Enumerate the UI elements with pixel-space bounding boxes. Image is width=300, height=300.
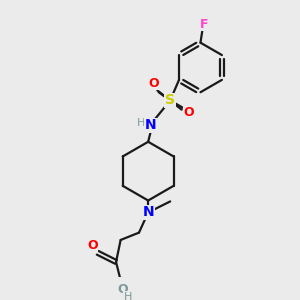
Text: O: O (87, 239, 98, 252)
Text: O: O (148, 76, 159, 90)
Text: H: H (136, 118, 145, 128)
Text: N: N (142, 206, 154, 219)
Text: S: S (165, 94, 175, 107)
Text: O: O (183, 106, 194, 119)
Text: N: N (145, 118, 157, 132)
Text: H: H (124, 292, 132, 300)
Text: F: F (200, 18, 208, 31)
Text: O: O (117, 283, 128, 296)
